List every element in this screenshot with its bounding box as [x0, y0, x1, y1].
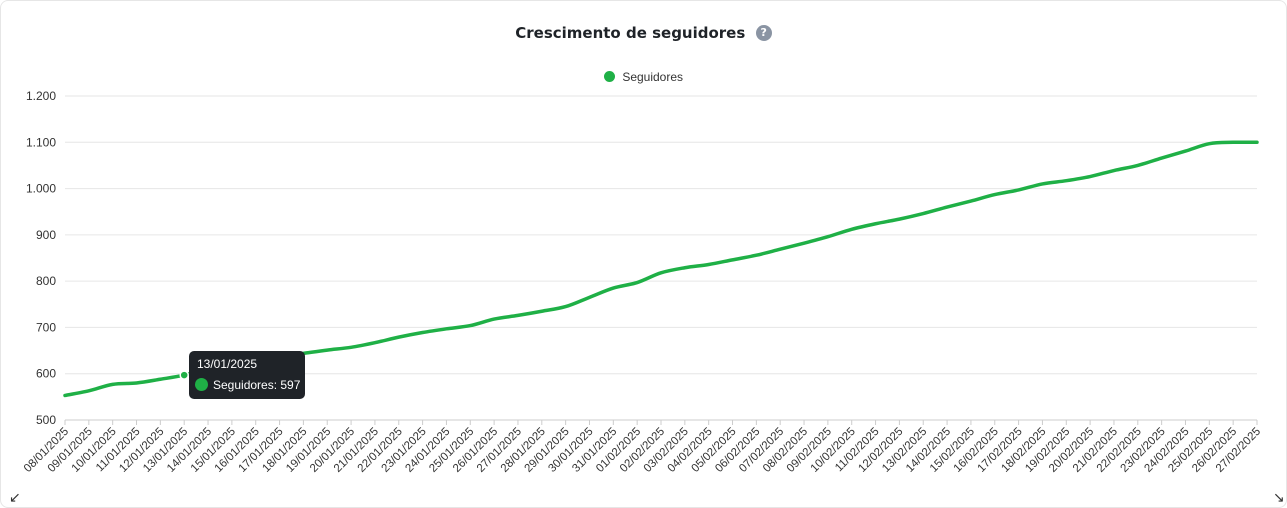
data-point	[134, 381, 138, 385]
tooltip-value: Seguidores: 597	[213, 378, 301, 392]
data-point	[730, 258, 734, 262]
chart-header: Crescimento de seguidores ?	[0, 24, 1287, 42]
data-point	[444, 327, 448, 331]
data-point	[826, 235, 830, 239]
data-point	[468, 323, 472, 327]
data-point	[754, 253, 758, 257]
highlighted-point	[179, 370, 189, 380]
data-point	[158, 377, 162, 381]
y-tick-label: 500	[36, 413, 56, 427]
data-point	[659, 271, 663, 275]
data-point	[1016, 188, 1020, 192]
data-point	[969, 199, 973, 203]
data-point	[1040, 182, 1044, 186]
data-point	[563, 304, 567, 308]
data-point	[325, 348, 329, 352]
y-axis: 500 600 700 800 900 1.000 1.100 1.200	[26, 89, 56, 427]
data-point	[1207, 141, 1211, 145]
data-point	[373, 341, 377, 345]
y-tick-label: 1.000	[26, 182, 56, 196]
data-point	[873, 222, 877, 226]
data-point	[706, 262, 710, 266]
y-tick-label: 800	[36, 274, 56, 288]
data-point	[778, 247, 782, 251]
data-point	[540, 309, 544, 313]
data-point	[349, 345, 353, 349]
data-point	[492, 317, 496, 321]
resize-left-icon[interactable]: ↙	[9, 489, 21, 505]
chart-title: Crescimento de seguidores	[515, 24, 746, 42]
data-point	[1136, 163, 1140, 167]
data-point	[516, 313, 520, 317]
help-icon[interactable]: ?	[755, 25, 772, 41]
data-point	[611, 286, 615, 290]
y-tick-label: 900	[36, 228, 56, 242]
data-point	[397, 335, 401, 339]
legend-label: Seguidores	[622, 70, 684, 84]
y-tick-label: 600	[36, 367, 56, 381]
data-point	[110, 382, 114, 386]
data-point	[635, 280, 639, 284]
data-point	[1159, 156, 1163, 160]
data-point	[945, 205, 949, 209]
data-point	[1183, 149, 1187, 153]
data-point	[850, 227, 854, 231]
legend[interactable]: Seguidores	[0, 70, 1287, 84]
tooltip: 13/01/2025 Seguidores: 597	[189, 351, 305, 399]
tooltip-marker	[195, 378, 208, 391]
data-point	[1231, 140, 1235, 144]
legend-marker	[603, 71, 615, 82]
data-point	[1112, 168, 1116, 172]
data-point	[1064, 179, 1068, 183]
data-point	[1088, 174, 1092, 178]
tooltip-date: 13/01/2025	[197, 357, 258, 371]
data-point	[587, 295, 591, 299]
data-point	[420, 330, 424, 334]
y-tick-label: 700	[36, 320, 56, 334]
data-point	[993, 192, 997, 196]
data-point	[87, 389, 91, 393]
y-tick-label: 1.100	[26, 135, 56, 149]
data-point	[897, 217, 901, 221]
resize-right-icon[interactable]: ↘	[1273, 489, 1285, 505]
x-axis: 08/01/202509/01/202510/01/202511/01/2025…	[22, 419, 1263, 475]
data-point	[683, 266, 687, 270]
data-point	[1255, 140, 1259, 144]
data-point	[802, 241, 806, 245]
grid-lines	[65, 95, 1257, 375]
data-point	[63, 393, 67, 397]
data-point	[921, 211, 925, 215]
y-tick-label: 1.200	[26, 89, 56, 103]
